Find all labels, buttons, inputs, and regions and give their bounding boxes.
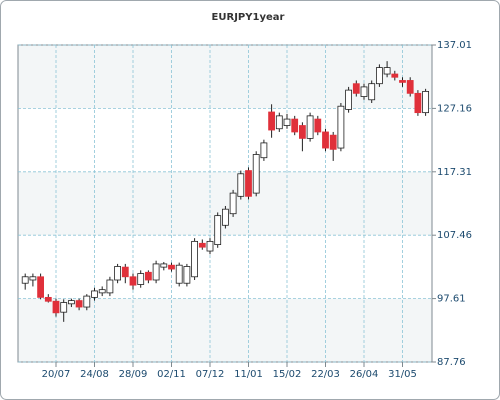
y-tick-label: 127.16 xyxy=(437,103,472,114)
candle-body xyxy=(275,115,283,130)
candle-body xyxy=(98,289,106,294)
candle-body xyxy=(237,173,245,197)
candle-body xyxy=(322,131,329,149)
candle-body xyxy=(337,105,345,149)
candle-body xyxy=(391,73,399,78)
candle-body xyxy=(198,242,206,248)
y-tick-label: 117.31 xyxy=(437,167,472,178)
candle-body xyxy=(60,302,68,313)
candle-body xyxy=(422,91,430,114)
candle-body xyxy=(260,142,268,159)
candle-body xyxy=(345,89,353,110)
plot-band xyxy=(18,108,432,172)
candle-body xyxy=(21,276,29,284)
candle-body xyxy=(414,92,422,114)
candle-body xyxy=(221,208,229,226)
x-tick-label: 11/01 xyxy=(234,369,263,380)
x-tick-label: 20/07 xyxy=(42,369,71,380)
candle-body xyxy=(406,80,414,94)
candle-body xyxy=(191,240,199,278)
y-tick-label: 97.61 xyxy=(437,294,466,305)
candle-body xyxy=(106,279,114,294)
y-tick-label: 87.76 xyxy=(437,357,466,368)
candle-body xyxy=(298,125,306,139)
candle-body xyxy=(83,295,91,308)
x-tick-label: 07/12 xyxy=(196,369,225,380)
candle-body xyxy=(175,264,183,284)
x-tick-label: 02/11 xyxy=(157,369,186,380)
candle-body xyxy=(206,240,214,252)
candle-body xyxy=(214,215,222,245)
plot-band xyxy=(18,298,432,362)
plot-band xyxy=(18,235,432,299)
candle-body xyxy=(329,134,337,150)
x-tick-label: 22/03 xyxy=(311,369,340,380)
x-tick-label: 24/08 xyxy=(80,369,109,380)
candle-body xyxy=(306,115,314,139)
candle-body xyxy=(314,118,322,133)
candle-body xyxy=(375,67,383,85)
candle-body xyxy=(383,67,391,75)
candle-body xyxy=(75,300,83,308)
candle-body xyxy=(183,266,191,284)
candle-body xyxy=(360,86,368,97)
x-tick-label: 15/02 xyxy=(273,369,302,380)
candle-body xyxy=(245,170,252,197)
chart-title: EURJPY1year xyxy=(212,12,285,23)
candle-body xyxy=(368,83,376,101)
candle-body xyxy=(129,276,137,286)
x-tick-label: 26/04 xyxy=(350,369,379,380)
candle-body xyxy=(137,273,145,285)
y-tick-label: 107.46 xyxy=(437,230,472,241)
candle-body xyxy=(399,80,406,83)
candle-body xyxy=(91,290,98,298)
candle-body xyxy=(229,192,237,215)
candle-body xyxy=(121,266,129,278)
candle-body xyxy=(44,296,52,302)
candle-body xyxy=(144,271,152,281)
candle-body xyxy=(268,111,276,131)
candle-body xyxy=(37,276,44,298)
plot-band xyxy=(18,45,432,109)
candle-body xyxy=(291,118,299,133)
candle-body xyxy=(68,300,75,305)
candle-body xyxy=(152,263,160,281)
candle-body xyxy=(52,300,60,314)
candle-body xyxy=(114,266,121,281)
candle-body xyxy=(252,154,260,194)
candle-body xyxy=(29,276,37,281)
y-tick-label: 137.01 xyxy=(437,40,472,51)
candle-body xyxy=(160,263,168,268)
x-tick-label: 31/05 xyxy=(388,369,417,380)
candle-body xyxy=(352,83,360,94)
x-tick-label: 28/09 xyxy=(119,369,148,380)
candle-body xyxy=(168,264,175,270)
candle-body xyxy=(283,118,291,126)
